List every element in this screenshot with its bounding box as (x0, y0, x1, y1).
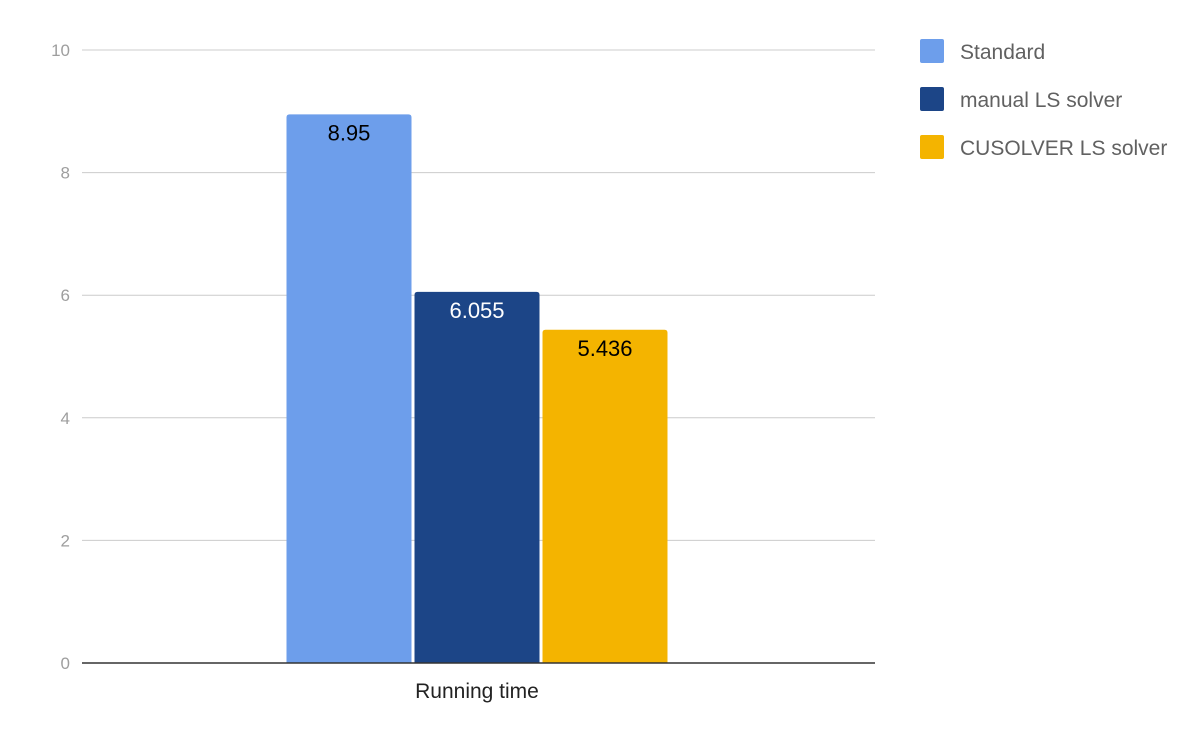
x-category-label: Running time (415, 680, 539, 703)
legend: Standard manual LS solver CUSOLVER LS solv… (920, 39, 1167, 160)
y-tick-label: 4 (61, 409, 70, 428)
y-tick-label: 6 (61, 286, 70, 305)
data-label: 8.95 (328, 120, 371, 145)
y-tick-label: 2 (61, 531, 70, 550)
data-label: 6.055 (449, 298, 504, 323)
x-axis-category-labels: Running time (415, 680, 539, 703)
y-tick-label: 8 (61, 164, 70, 183)
bar-standard (286, 114, 412, 664)
legend-label: CUSOLVER LS solver (960, 137, 1167, 160)
legend-label: Standard (960, 41, 1045, 64)
bar-cusolver-ls-solver (542, 329, 668, 663)
data-labels: 8.95 6.055 5.436 (328, 120, 633, 360)
legend-swatch (920, 39, 944, 63)
legend-swatch (920, 135, 944, 159)
y-tick-label: 10 (51, 41, 70, 60)
bars (286, 114, 668, 664)
legend-label: manual LS solver (960, 89, 1122, 112)
data-label: 5.436 (577, 336, 632, 361)
y-axis-ticks: 0 2 4 6 8 10 (51, 41, 70, 673)
legend-swatch (920, 87, 944, 111)
y-tick-label: 0 (61, 654, 70, 673)
bar-manual-ls-solver (414, 291, 540, 663)
